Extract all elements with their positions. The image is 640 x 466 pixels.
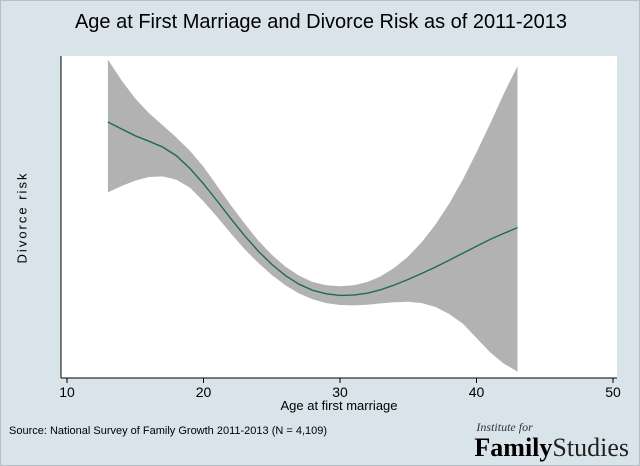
x-tick-label-50: 50 bbox=[605, 384, 621, 400]
chart-title: Age at First Marriage and Divorce Risk a… bbox=[74, 11, 568, 33]
logo-tagline: Institute for bbox=[476, 420, 533, 434]
y-axis-label: Divorce risk bbox=[14, 171, 30, 263]
institute-for-family-studies-logo: Institute for FamilyStudies bbox=[474, 420, 629, 461]
x-tick-label-10: 10 bbox=[59, 384, 75, 400]
y-axis-label-wrap: Divorce risk bbox=[1, 56, 43, 378]
x-tick-label-30: 30 bbox=[332, 384, 348, 400]
x-axis-label: Age at first marriage bbox=[280, 398, 398, 413]
plot-layer: 10 20 30 40 50 bbox=[59, 56, 621, 400]
source-note: Source: National Survey of Family Growth… bbox=[9, 425, 328, 437]
logo-word-studies: Studies bbox=[552, 433, 629, 462]
divorce-risk-line bbox=[107, 121, 518, 297]
logo-wordmark: FamilyStudies bbox=[474, 435, 629, 461]
x-tick-label-40: 40 bbox=[469, 384, 485, 400]
confidence-band bbox=[107, 59, 518, 372]
x-tick-label-20: 20 bbox=[196, 384, 212, 400]
plot-area bbox=[61, 56, 617, 378]
logo-word-family: Family bbox=[474, 433, 553, 462]
